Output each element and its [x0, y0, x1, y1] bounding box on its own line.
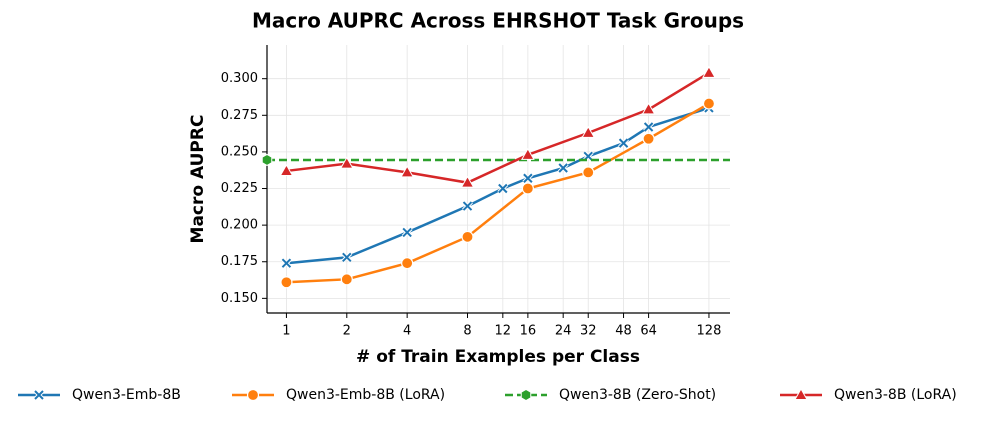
marker-x [402, 227, 412, 238]
marker-circle [702, 97, 716, 110]
marker [582, 166, 595, 179]
x-tick-label: 64 [640, 324, 657, 339]
marker-x [498, 183, 508, 194]
legend-label: Qwen3-Emb-8B (LoRA) [286, 387, 445, 403]
marker [341, 251, 353, 263]
marker [642, 132, 655, 145]
x-tick-label: 12 [495, 324, 512, 339]
marker-triangle [794, 387, 808, 400]
marker-circle [521, 182, 534, 195]
marker-x [34, 390, 44, 400]
marker-x [558, 163, 568, 173]
marker-triangle [400, 165, 415, 178]
marker [521, 147, 535, 160]
series-line [286, 71, 710, 184]
x-tick-label: 32 [580, 324, 597, 339]
y-tick-label: 0.250 [221, 144, 258, 159]
marker-x [342, 252, 352, 263]
marker [702, 65, 716, 78]
marker [401, 227, 413, 238]
marker-circle [582, 166, 595, 179]
marker-x [618, 138, 629, 148]
marker [400, 165, 415, 178]
x-tick-label: 16 [520, 324, 537, 339]
y-tick-label: 0.150 [221, 291, 258, 306]
y-tick-label: 0.225 [221, 181, 258, 196]
marker [521, 182, 534, 195]
marker [280, 276, 293, 289]
marker [281, 257, 292, 269]
marker [462, 200, 473, 212]
x-tick-label: 1 [282, 324, 290, 339]
y-tick-label: 0.200 [221, 218, 258, 233]
marker [33, 389, 45, 401]
marker [279, 163, 294, 176]
marker-circle [340, 273, 353, 286]
x-tick-label: 4 [403, 324, 411, 339]
marker [794, 387, 808, 400]
x-tick-label: 8 [463, 324, 471, 339]
marker-triangle [581, 125, 596, 138]
marker-circle [246, 388, 260, 402]
marker [246, 388, 260, 402]
marker-x [643, 122, 654, 132]
marker-triangle [279, 163, 294, 176]
marker-hexagon [520, 388, 532, 402]
marker-hexagon [261, 153, 273, 167]
x-tick-label: 2 [343, 324, 351, 339]
marker [643, 121, 655, 133]
marker [702, 97, 716, 110]
marker [460, 175, 475, 188]
legend-label: Qwen3-Emb-8B [72, 387, 181, 403]
x-tick-label: 48 [615, 324, 632, 339]
marker [641, 102, 656, 115]
y-tick-label: 0.175 [221, 254, 258, 269]
marker [520, 388, 532, 402]
marker [497, 183, 509, 194]
y-tick-label: 0.275 [221, 108, 258, 123]
marker [261, 153, 273, 167]
y-axis-label: Macro AUPRC [188, 115, 208, 244]
marker [557, 162, 569, 174]
marker [339, 156, 354, 169]
marker-triangle [460, 175, 475, 188]
marker-triangle [702, 65, 716, 78]
marker-circle [280, 276, 293, 289]
marker-triangle [521, 147, 535, 160]
series-line [286, 102, 710, 284]
marker [461, 230, 474, 243]
marker-x [462, 201, 473, 211]
marker [340, 273, 353, 286]
marker-circle [461, 230, 474, 243]
marker-x [523, 173, 533, 183]
legend-label: Qwen3-8B (Zero-Shot) [559, 387, 716, 403]
marker-x [281, 258, 292, 268]
legend-label: Qwen3-8B (LoRA) [834, 387, 957, 403]
marker [618, 137, 629, 149]
x-axis-label: # of Train Examples per Class [356, 347, 640, 367]
marker [581, 125, 596, 138]
chart-title: Macro AUPRC Across EHRSHOT Task Groups [252, 9, 744, 33]
marker [401, 257, 414, 270]
x-tick-label: 128 [697, 324, 722, 339]
marker [522, 172, 534, 184]
marker-triangle [339, 156, 354, 169]
marker-circle [401, 257, 414, 270]
marker-triangle [641, 102, 656, 115]
marker-circle [642, 132, 655, 145]
y-tick-label: 0.300 [221, 71, 258, 86]
x-tick-label: 24 [555, 324, 572, 339]
